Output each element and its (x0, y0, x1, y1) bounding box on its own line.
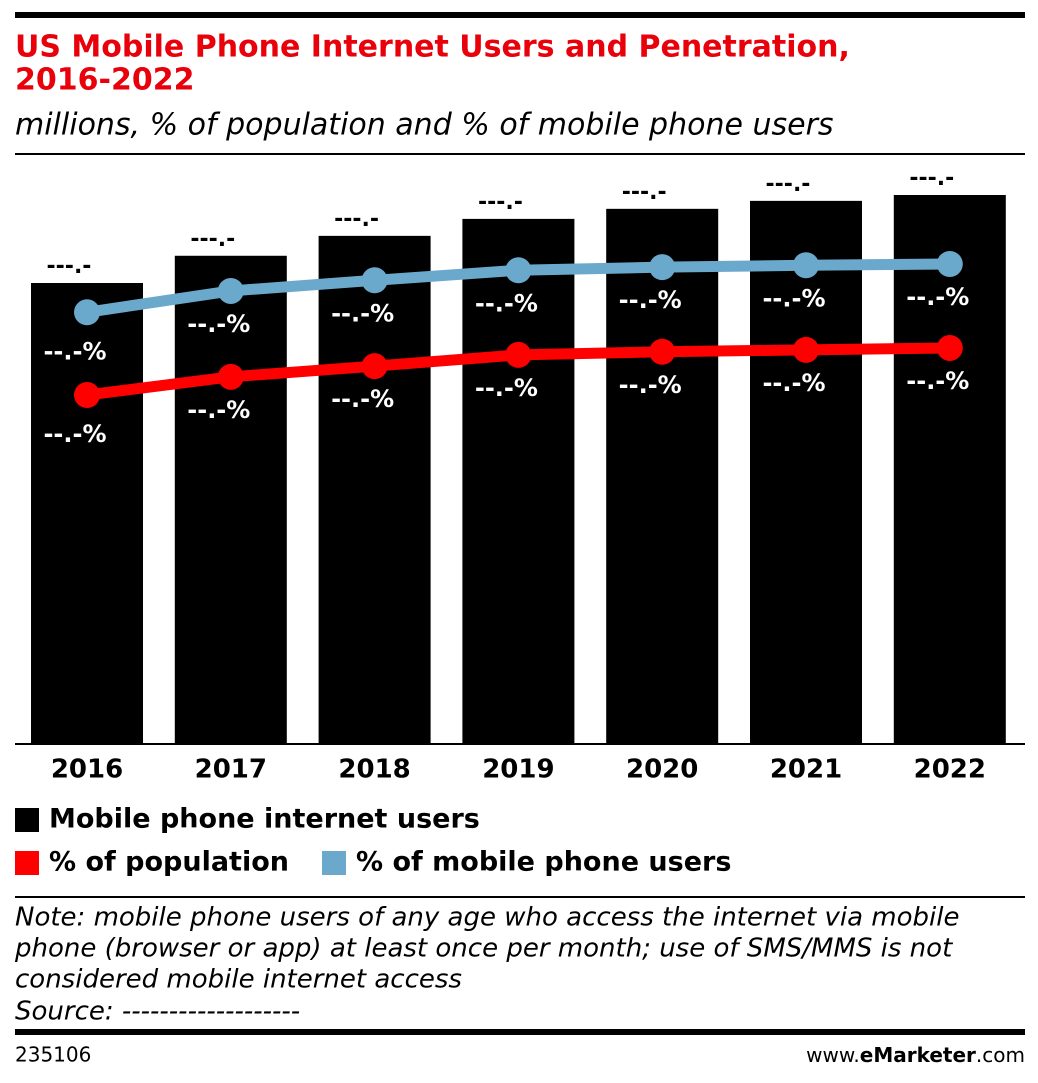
bar-value-label: ---.- (478, 190, 523, 215)
bar (893, 195, 1006, 744)
point (793, 252, 819, 279)
x-tick-label: 2020 (626, 755, 698, 785)
note: phone (browser or app) at least once per… (14, 934, 953, 964)
legend-label: % of mobile phone users (356, 847, 731, 878)
point (793, 336, 819, 363)
point-value-label: --.-% (475, 289, 538, 317)
legend-swatch (15, 851, 39, 875)
x-tick-label: 2022 (914, 755, 986, 785)
legend-label: Mobile phone internet users (49, 804, 480, 835)
chart-id: 235106 (15, 1043, 91, 1067)
bottom-rule (15, 1029, 1025, 1035)
legend-swatch (15, 808, 39, 832)
point-value-label: --.-% (187, 310, 250, 338)
bar (31, 283, 143, 744)
note: considered mobile internet access (15, 965, 462, 995)
legend-swatch (322, 851, 346, 875)
bar (462, 218, 575, 744)
point-value-label: --.-% (187, 396, 250, 424)
top-rule (15, 12, 1025, 18)
point-value-label: --.-% (331, 299, 394, 327)
point (361, 353, 388, 380)
point-value-label: --.-% (762, 369, 825, 397)
bar-value-label: ---.- (622, 180, 667, 205)
point-value-label: --.-% (906, 367, 969, 395)
rule (15, 153, 1025, 155)
point-value-label: --.-% (619, 286, 682, 314)
site-suffix: .com (976, 1043, 1025, 1067)
point (74, 299, 100, 326)
x-tick-label: 2018 (338, 755, 410, 785)
legend-label: % of population (49, 847, 289, 878)
x-tick-label: 2017 (195, 755, 267, 785)
point (217, 363, 244, 390)
site-brand: eMarketer (860, 1043, 976, 1067)
source: Source: ------------------- (15, 997, 300, 1027)
website: www.eMarketer.com (806, 1043, 1025, 1067)
bar (750, 200, 862, 744)
point-value-label: --.-% (331, 385, 394, 413)
bar-value-label: ---.- (47, 254, 92, 279)
chart-title: 2016-2022 (15, 63, 194, 98)
note: Note: mobile phone users of any age who … (15, 903, 959, 933)
point (936, 334, 963, 361)
bar (318, 235, 431, 744)
x-tick-label: 2021 (770, 755, 842, 785)
point (936, 251, 963, 277)
chart-title: US Mobile Phone Internet Users and Penet… (15, 30, 850, 65)
point-value-label: --.-% (906, 283, 969, 311)
point-value-label: --.-% (762, 284, 825, 312)
point (649, 338, 676, 365)
bar-value-label: ---.- (334, 207, 379, 232)
bar (174, 255, 287, 744)
bar-value-label: ---.- (766, 172, 811, 197)
chart-subtitle: millions, % of population and % of mobil… (15, 108, 834, 143)
x-tick-label: 2016 (51, 755, 123, 785)
point (505, 341, 532, 368)
point-value-label: --.-% (475, 374, 538, 402)
point-value-label: --.-% (43, 337, 106, 365)
point-value-label: --.-% (619, 371, 682, 399)
x-tick-label: 2019 (482, 755, 554, 785)
point-value-label: --.-% (43, 420, 106, 448)
site-prefix: www. (806, 1043, 860, 1067)
bar (606, 208, 719, 744)
point (361, 267, 388, 294)
bar-value-label: ---.- (190, 227, 235, 252)
bar-value-label: ---.- (909, 166, 954, 191)
point (505, 257, 532, 284)
point (217, 277, 244, 304)
point (74, 382, 100, 408)
point (649, 254, 676, 281)
rule (15, 896, 1025, 898)
